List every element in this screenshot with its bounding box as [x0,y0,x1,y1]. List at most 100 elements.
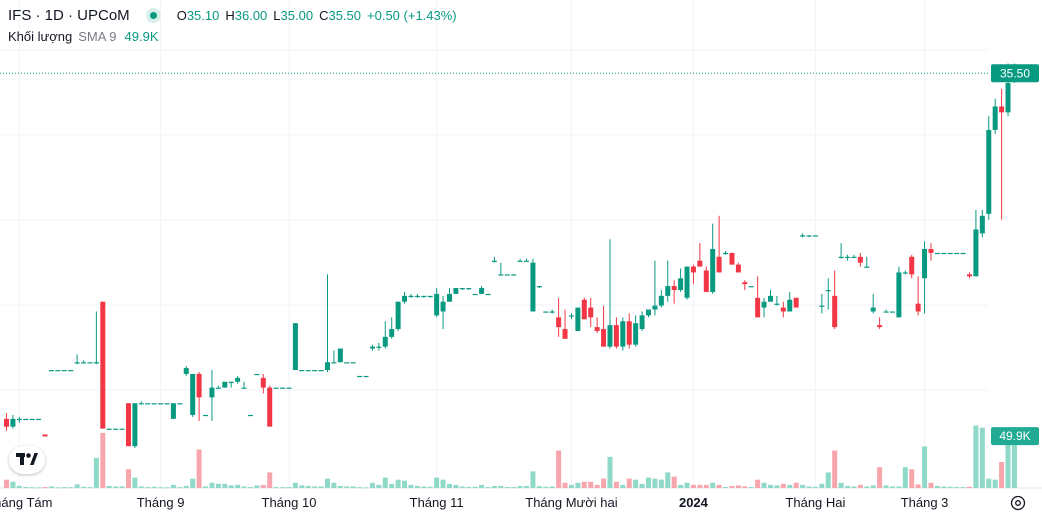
volume-bar [530,471,536,488]
volume-bar [620,484,626,488]
candle-body [729,252,735,265]
candle-body [491,260,497,262]
candle [864,256,870,268]
volume-bar [177,487,183,489]
candle [960,252,966,255]
volume-bar [697,484,703,488]
symbol-title[interactable]: IFS · 1D · UPCoM [8,6,130,24]
candle-body [299,370,305,372]
candle-body [697,260,703,267]
volume-bar [414,485,420,488]
volume-bar [588,481,594,488]
high-key: H [225,7,235,23]
candle [337,348,343,363]
candle-body [81,362,87,364]
candle-body [883,311,889,313]
candle [761,297,767,318]
volume-bar [742,486,748,488]
candle [119,428,125,430]
low-value: 35.00 [280,7,314,23]
candle-body [357,375,363,378]
volume-bar [81,486,87,488]
volume-bar [209,482,215,488]
candle-body [395,301,401,330]
candle [870,293,876,314]
candle [312,370,318,372]
volume-indicator-label[interactable]: Khối lượng [8,28,73,44]
candle-body [639,315,645,330]
candle-body [960,252,966,255]
candle-body [215,387,221,389]
x-tick-label: Tháng Hai [785,495,845,510]
volume-bar [337,485,343,488]
volume-bar [241,486,247,488]
volume-bar [511,487,517,489]
volume-bar [761,482,767,488]
candle-body [864,266,870,268]
candle-body [177,403,183,405]
high-value: 36.00 [234,7,268,23]
candle-body [517,260,523,262]
volume-bar [909,469,915,488]
candle [601,305,607,347]
ohlc-values: O 35.10 H 36.00 L 35.00 C 35.50 +0.50 (+1.43… [177,8,463,23]
candle [825,278,831,310]
candle [723,250,729,255]
candle-body [819,305,825,307]
volume-bar [427,486,433,488]
volume-bar [280,487,286,489]
volume-bar [556,450,562,488]
volume-bar [267,472,273,488]
candle-body [203,414,209,417]
volume-bar [607,456,613,488]
candle [48,370,54,372]
volume-bar [1011,436,1017,488]
volume-bar [68,487,74,489]
settings-gear-icon[interactable] [1008,493,1028,513]
volume-bar [145,487,151,489]
volume-bar [4,479,9,488]
x-tick-label: Tháng 11 [410,495,464,510]
candle [889,311,895,313]
candle [369,344,375,351]
last-price-label: 35.50 [1000,66,1030,80]
candle-body [138,403,144,405]
candle [350,362,356,364]
candle-body [845,256,851,259]
candle-body [472,293,478,296]
market-status-icon[interactable] [145,7,161,23]
volume-bar [870,485,876,488]
volume-bar [954,486,960,488]
candle [915,276,921,316]
candle-body [780,307,786,312]
candle [466,288,472,290]
candle [267,385,273,427]
candle-body [1005,83,1011,113]
candle [517,258,523,262]
volume-bar [601,478,607,488]
volume-bar [299,485,305,488]
candle [928,243,934,261]
volume-bar [363,487,369,489]
candle-body [260,377,266,388]
tradingview-logo-icon[interactable] [9,446,45,474]
volume-bar [164,487,170,489]
candle [562,309,568,339]
candle-body [414,295,420,298]
candle [755,276,761,318]
volume-bar [222,483,228,488]
candle-body [967,274,972,277]
volume-bar [857,484,863,488]
candle [183,366,189,376]
candle-body [337,348,343,363]
candle-body [68,370,74,372]
candle-body [190,373,196,415]
candle [883,309,889,313]
candle-body [113,428,119,430]
candle-body [613,325,619,347]
candle [93,311,99,365]
volume-bar [119,486,125,488]
volume-bar [967,486,972,488]
